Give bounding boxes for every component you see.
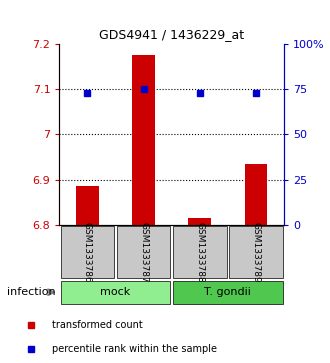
Text: GSM1333789: GSM1333789 [251, 222, 260, 283]
Bar [173, 226, 227, 278]
Bar [60, 281, 171, 303]
Bar [60, 226, 115, 278]
Bar [76, 187, 99, 225]
Bar [116, 226, 171, 278]
Text: transformed count: transformed count [52, 321, 143, 330]
Text: mock: mock [100, 287, 131, 297]
Bar [245, 164, 267, 225]
Text: GSM1333786: GSM1333786 [83, 222, 92, 283]
Text: percentile rank within the sample: percentile rank within the sample [52, 344, 217, 354]
Text: infection: infection [7, 287, 55, 297]
Text: GSM1333788: GSM1333788 [195, 222, 204, 283]
Bar [229, 226, 283, 278]
Text: GSM1333787: GSM1333787 [139, 222, 148, 283]
Title: GDS4941 / 1436229_at: GDS4941 / 1436229_at [99, 28, 244, 41]
Text: T. gondii: T. gondii [204, 287, 251, 297]
Bar [188, 218, 211, 225]
Bar [173, 281, 283, 303]
Bar [132, 55, 155, 225]
